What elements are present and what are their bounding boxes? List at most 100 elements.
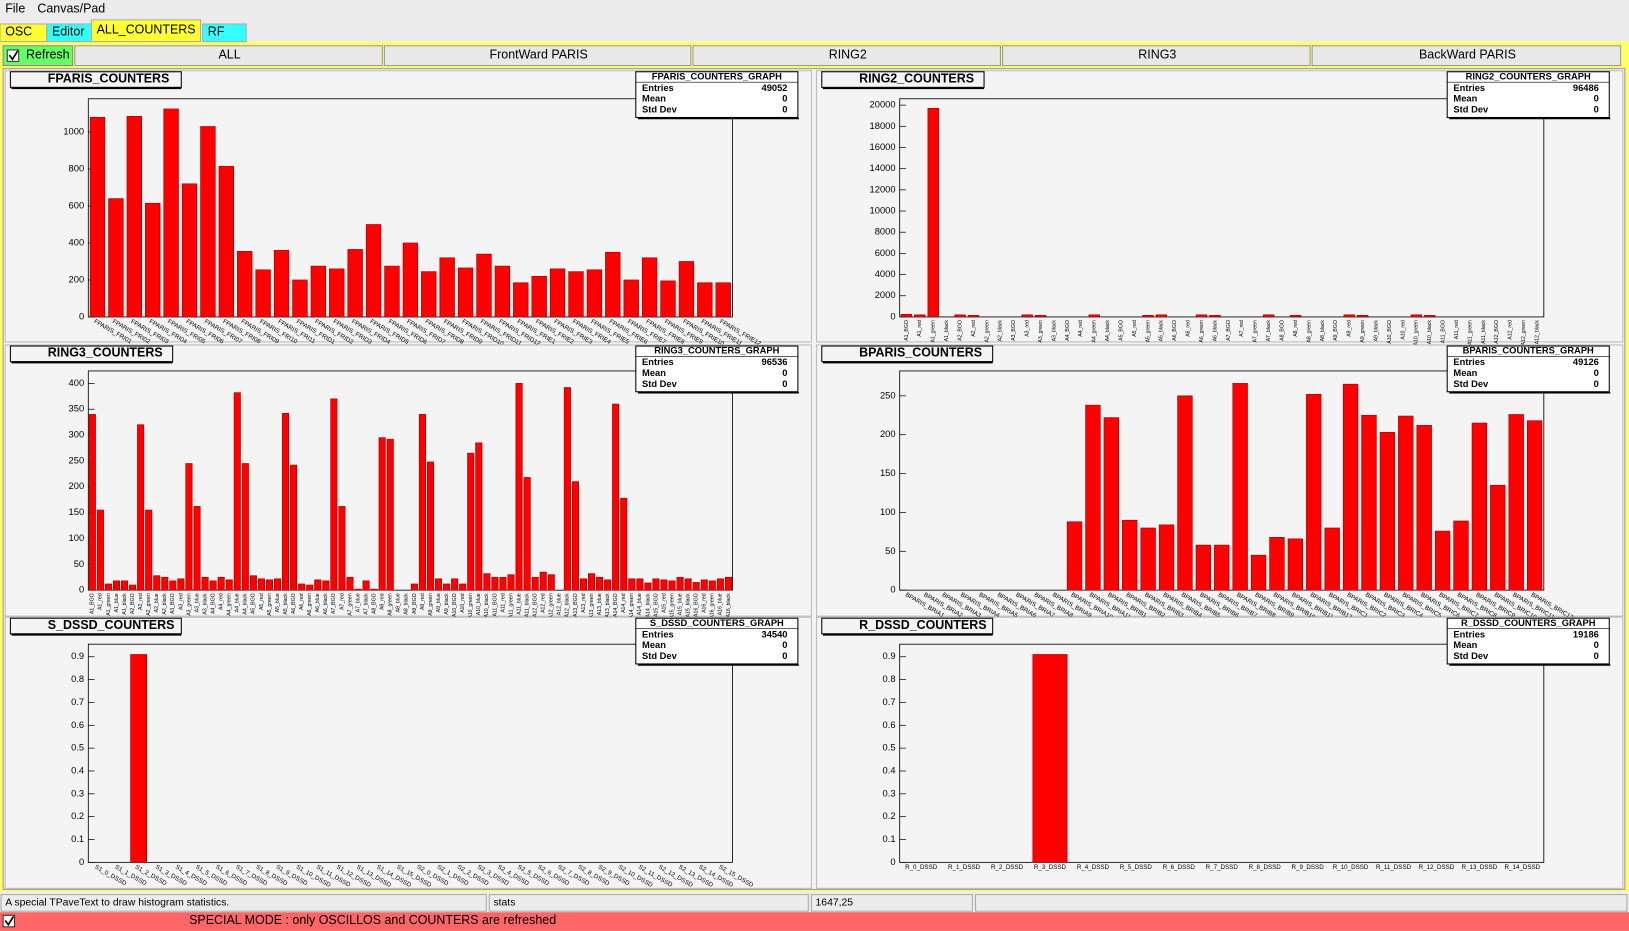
- tab-label[interactable]: RF: [208, 25, 225, 39]
- x-tick-label: A12_red: [1508, 320, 1514, 340]
- x-tick-label: A8_blue: [396, 593, 402, 612]
- status-text: 1647,25: [816, 898, 854, 909]
- tab-label[interactable]: OSC: [5, 25, 32, 39]
- bar: [378, 437, 386, 591]
- button[interactable]: [74, 45, 383, 67]
- bar: [1289, 315, 1302, 318]
- bar: [384, 265, 400, 318]
- button[interactable]: [1311, 45, 1622, 67]
- stats-value: 96486: [1573, 83, 1599, 93]
- x-tick-label: A4_black: [243, 593, 249, 615]
- bar: [1508, 414, 1524, 591]
- x-tick-label: A12_green: [1521, 320, 1527, 345]
- x-tick-label: R_10_DSSD: [1333, 864, 1369, 871]
- y-tick-label: 0.1: [71, 834, 84, 844]
- button-label[interactable]: BackWard PARIS: [1419, 47, 1516, 61]
- y-tick-label: 14000: [870, 163, 896, 173]
- x-tick-label: A10_BGO: [452, 593, 458, 617]
- x-tick-label: A14_black: [645, 593, 651, 618]
- stats-label: Std Dev: [642, 651, 678, 661]
- y-tick-label: 0.3: [883, 788, 896, 798]
- bar: [1324, 527, 1340, 591]
- y-tick-label: 200: [69, 481, 85, 491]
- bar: [255, 269, 271, 318]
- stats-value: 0: [782, 651, 787, 661]
- y-tick-label: 100: [880, 507, 896, 517]
- button[interactable]: [692, 45, 1001, 67]
- bar: [310, 265, 327, 318]
- stats-value: 34540: [762, 629, 788, 639]
- y-tick-label: 250: [69, 455, 85, 465]
- refresh-area[interactable]: [2, 45, 74, 67]
- y-tick-label: 300: [69, 430, 85, 440]
- stats-title: BPARIS_COUNTERS_GRAPH: [1463, 346, 1594, 356]
- button[interactable]: [1002, 45, 1311, 67]
- bar: [1122, 519, 1138, 591]
- x-tick-label: A7_green: [1253, 320, 1259, 343]
- bar: [237, 250, 253, 318]
- x-tick-label: A7_black: [363, 593, 369, 615]
- button[interactable]: [383, 45, 692, 67]
- tab[interactable]: [202, 23, 247, 43]
- bar: [1416, 425, 1432, 591]
- y-tick-label: 150: [69, 507, 85, 517]
- y-tick-label: 0.6: [71, 720, 84, 730]
- x-tick-label: R_14_DSSD: [1505, 864, 1541, 871]
- bar: [145, 202, 161, 318]
- y-tick-label: 0: [79, 857, 84, 867]
- stats-value: 0: [1594, 105, 1599, 115]
- x-tick-label: R_8_DSSD: [1249, 864, 1282, 871]
- y-tick-label: 0: [890, 585, 895, 595]
- x-tick-label: A11_BGO: [1441, 320, 1447, 343]
- refresh-label[interactable]: Refresh: [26, 47, 70, 61]
- x-tick-label: A9_BGO: [412, 593, 418, 614]
- bar: [282, 413, 290, 591]
- bar: [265, 579, 273, 591]
- y-tick-label: 12000: [870, 184, 896, 194]
- x-tick-label: A11_red: [500, 593, 506, 612]
- bar: [475, 442, 483, 591]
- bar: [1343, 314, 1355, 318]
- stats-label: Mean: [1453, 368, 1477, 378]
- button-label[interactable]: ALL: [219, 47, 241, 61]
- x-tick-label: A2_black: [998, 320, 1004, 342]
- plot-frame: [87, 643, 733, 863]
- x-tick-label: A12_black: [1534, 320, 1540, 345]
- button-label[interactable]: RING3: [1138, 47, 1176, 61]
- bar: [1214, 544, 1230, 591]
- checkbox[interactable]: [6, 49, 20, 62]
- y-tick-label: 200: [69, 274, 85, 284]
- y-tick-label: 400: [69, 378, 85, 388]
- menu-item[interactable]: File: [5, 2, 25, 16]
- x-tick-label: A14_BGO: [613, 593, 619, 617]
- x-tick-label: A7_green: [347, 593, 353, 616]
- tab-label[interactable]: Editor: [52, 25, 85, 39]
- stats-value: 49052: [762, 83, 788, 93]
- bar: [435, 578, 443, 591]
- x-tick-label: A2_green: [984, 320, 990, 343]
- y-tick-label: 350: [69, 404, 85, 414]
- checkbox[interactable]: [2, 914, 16, 928]
- bar: [1410, 314, 1423, 318]
- button-label[interactable]: RING2: [829, 47, 867, 61]
- x-tick-label: R_2_DSSD: [991, 864, 1024, 871]
- stats-title: R_DSSD_COUNTERS_GRAPH: [1461, 618, 1596, 628]
- button-label[interactable]: FrontWard PARIS: [490, 47, 588, 61]
- x-tick-label: A4_blue: [235, 593, 241, 612]
- x-tick-label: A2_red: [971, 320, 977, 337]
- title-box: [9, 71, 182, 88]
- x-tick-label: A8_green: [1306, 320, 1312, 343]
- bar: [161, 576, 169, 591]
- bar: [539, 571, 547, 591]
- bar: [273, 250, 290, 318]
- bar: [586, 269, 603, 318]
- stats-title: S_DSSD_COUNTERS_GRAPH: [650, 618, 784, 628]
- stats-value: 0: [782, 94, 787, 104]
- menu-item[interactable]: Canvas/Pad: [37, 2, 105, 16]
- x-tick-label: A16_red: [702, 593, 708, 613]
- tab-label[interactable]: ALL_COUNTERS: [97, 22, 196, 36]
- y-tick-label: 18000: [870, 121, 896, 131]
- tab[interactable]: [90, 19, 202, 43]
- x-tick-label: A2_green: [146, 593, 152, 616]
